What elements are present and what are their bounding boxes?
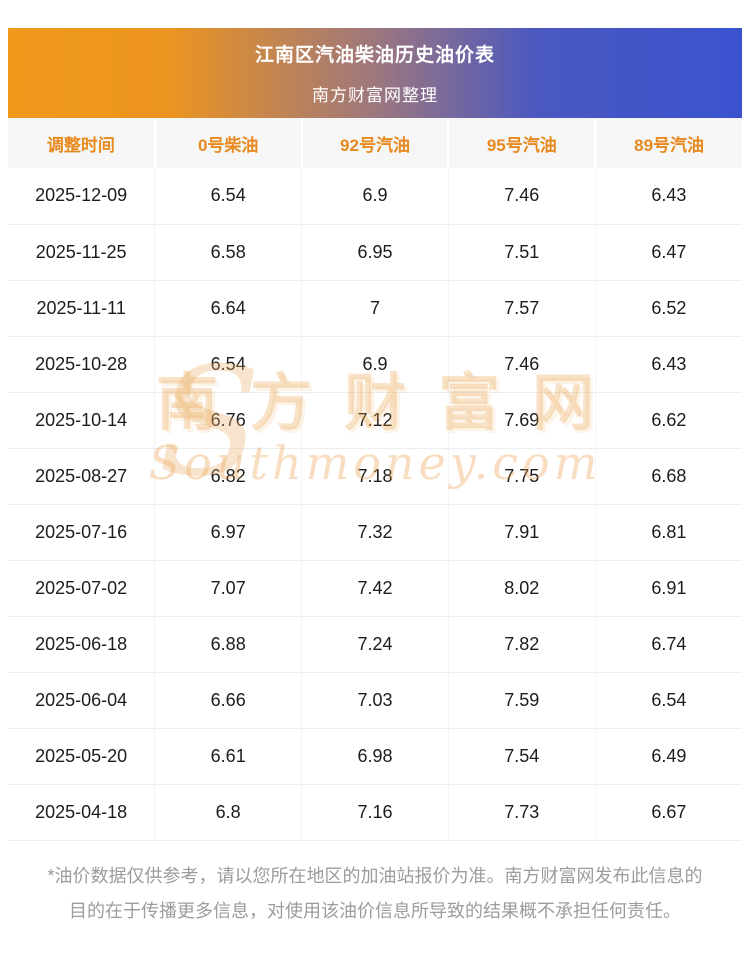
table-row: 2025-06-18 6.88 7.24 7.82 6.74 [8, 616, 742, 673]
date-cell: 2025-06-18 [8, 616, 156, 673]
price-cell: 8.02 [448, 560, 596, 617]
table-row: 2025-12-09 6.54 6.9 7.46 6.43 [8, 168, 742, 225]
price-cell: 7.32 [301, 504, 449, 561]
disclaimer-text: *油价数据仅供参考，请以您所在地区的加油站报价为准。南方财富网发布此信息的目的在… [47, 865, 703, 921]
oil-price-page: 江南区汽油柴油历史油价表 南方财富网整理 调整时间 0号柴油 92号汽油 95号汽油 8… [8, 28, 742, 921]
column-header: 89号汽油 [595, 118, 742, 168]
price-cell: 6.47 [595, 224, 742, 281]
price-cell: 7 [301, 280, 449, 337]
price-cell: 7.91 [448, 504, 596, 561]
page-title: 江南区汽油柴油历史油价表 [254, 45, 495, 66]
price-cell: 6.66 [154, 672, 303, 729]
price-cell: 7.75 [448, 448, 596, 505]
price-cell: 6.95 [301, 224, 449, 281]
column-header: 95号汽油 [448, 118, 597, 168]
table-row: 2025-07-16 6.97 7.32 7.91 6.81 [8, 504, 742, 561]
date-cell: 2025-07-02 [8, 560, 156, 617]
date-cell: 2025-11-11 [8, 280, 156, 337]
price-cell: 6.9 [301, 336, 449, 393]
price-cell: 7.51 [448, 224, 596, 281]
price-cell: 6.54 [154, 336, 303, 393]
price-cell: 7.57 [448, 280, 596, 337]
table-row: 2025-10-28 6.54 6.9 7.46 6.43 [8, 336, 742, 393]
price-cell: 6.64 [154, 280, 303, 337]
oil-price-table: 调整时间 0号柴油 92号汽油 95号汽油 89号汽油 2025-12-09 6.54 6.… [8, 118, 742, 841]
table-row: 2025-08-27 6.82 7.18 7.75 6.68 [8, 448, 742, 505]
price-cell: 6.43 [595, 336, 742, 393]
price-cell: 7.03 [301, 672, 449, 729]
price-cell: 7.69 [448, 392, 596, 449]
table-row: 2025-11-25 6.58 6.95 7.51 6.47 [8, 224, 742, 281]
table-row: 2025-06-04 6.66 7.03 7.59 6.54 [8, 672, 742, 729]
price-cell: 6.88 [154, 616, 303, 673]
price-cell: 6.74 [595, 616, 742, 673]
price-cell: 6.54 [595, 672, 742, 729]
price-cell: 6.9 [301, 168, 449, 225]
price-cell: 6.54 [154, 168, 303, 225]
column-header: 调整时间 [8, 118, 156, 168]
price-cell: 7.18 [301, 448, 449, 505]
price-cell: 7.07 [154, 560, 303, 617]
price-cell: 6.61 [154, 728, 303, 785]
table-row: 2025-05-20 6.61 6.98 7.54 6.49 [8, 728, 742, 785]
table-row: 2025-04-18 6.8 7.16 7.73 6.67 [8, 784, 742, 841]
price-cell: 6.52 [595, 280, 742, 337]
price-cell: 6.68 [595, 448, 742, 505]
price-cell: 6.98 [301, 728, 449, 785]
date-cell: 2025-10-14 [8, 392, 156, 449]
page-subtitle: 南方财富网整理 [312, 86, 438, 105]
price-cell: 6.97 [154, 504, 303, 561]
price-cell: 7.24 [301, 616, 449, 673]
price-cell: 6.76 [154, 392, 303, 449]
price-cell: 6.43 [595, 168, 742, 225]
table-row: 2025-10-14 6.76 7.12 7.69 6.62 [8, 392, 742, 449]
date-cell: 2025-04-18 [8, 784, 156, 841]
table-body: 2025-12-09 6.54 6.9 7.46 6.43 2025-11-25 6.58 6… [8, 168, 742, 841]
price-cell: 7.82 [448, 616, 596, 673]
table-row: 2025-07-02 7.07 7.42 8.02 6.91 [8, 560, 742, 617]
price-cell: 6.62 [595, 392, 742, 449]
column-header: 0号柴油 [154, 118, 303, 168]
table-header-row: 调整时间 0号柴油 92号汽油 95号汽油 89号汽油 [8, 118, 742, 168]
date-cell: 2025-05-20 [8, 728, 156, 785]
price-cell: 6.91 [595, 560, 742, 617]
date-cell: 2025-10-28 [8, 336, 156, 393]
price-cell: 6.67 [595, 784, 742, 841]
price-cell: 7.46 [448, 336, 596, 393]
price-cell: 6.49 [595, 728, 742, 785]
table-header: 调整时间 0号柴油 92号汽油 95号汽油 89号汽油 [8, 118, 742, 168]
price-cell: 7.12 [301, 392, 449, 449]
price-cell: 7.16 [301, 784, 449, 841]
page-header: 江南区汽油柴油历史油价表 南方财富网整理 [8, 28, 742, 118]
date-cell: 2025-11-25 [8, 224, 156, 281]
table-row: 2025-11-11 6.64 7 7.57 6.52 [8, 280, 742, 337]
price-cell: 7.42 [301, 560, 449, 617]
price-cell: 6.82 [154, 448, 303, 505]
price-cell: 7.46 [448, 168, 596, 225]
date-cell: 2025-08-27 [8, 448, 156, 505]
date-cell: 2025-07-16 [8, 504, 156, 561]
price-cell: 6.8 [154, 784, 303, 841]
date-cell: 2025-06-04 [8, 672, 156, 729]
price-cell: 7.73 [448, 784, 596, 841]
price-cell: 6.81 [595, 504, 742, 561]
price-cell: 7.54 [448, 728, 596, 785]
price-cell: 6.58 [154, 224, 303, 281]
date-cell: 2025-12-09 [8, 168, 156, 225]
column-header: 92号汽油 [301, 118, 450, 168]
price-cell: 7.59 [448, 672, 596, 729]
